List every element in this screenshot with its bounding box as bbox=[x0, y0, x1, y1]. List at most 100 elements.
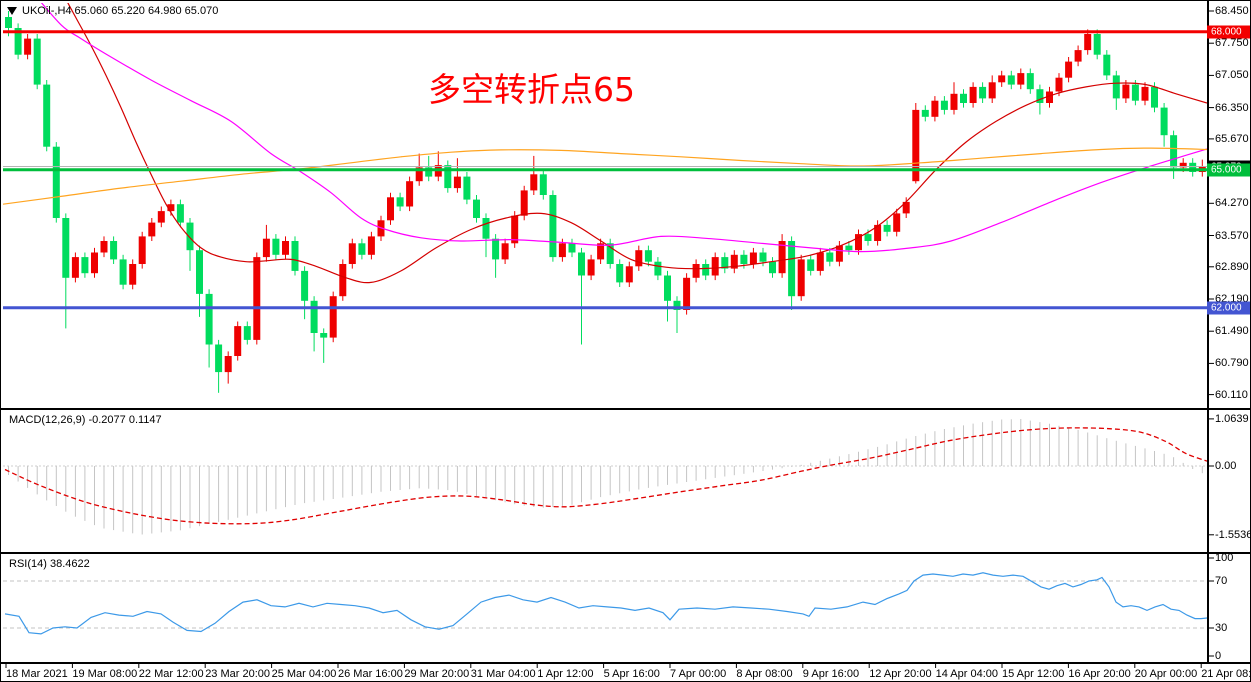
candle bbox=[855, 229, 862, 255]
candle bbox=[893, 208, 901, 237]
candle bbox=[501, 238, 509, 264]
candle bbox=[778, 234, 786, 278]
macd-indicator-label: MACD(12,26,9) -0.2077 0.1147 bbox=[9, 414, 162, 426]
candle bbox=[644, 245, 652, 267]
horizontal-lines-layer bbox=[3, 30, 1207, 310]
rsi-layer bbox=[3, 572, 1207, 635]
time-axis-label: 31 Mar 04:00 bbox=[470, 668, 536, 680]
candle bbox=[549, 190, 557, 262]
price-badge-65.000: 65.000 bbox=[1207, 163, 1250, 177]
candle bbox=[348, 238, 356, 269]
candle bbox=[597, 238, 605, 264]
price-axis-label: 67.050 bbox=[1215, 69, 1249, 82]
candle bbox=[253, 252, 261, 345]
macd-signal-line bbox=[4, 427, 1207, 525]
price-axis[interactable]: 68.450 67.750 67.050 66.350 65.670 64.270 63.5… bbox=[1207, 1, 1250, 664]
candle bbox=[282, 236, 289, 260]
rsi-axis-label: 0 bbox=[1215, 650, 1222, 662]
candle bbox=[788, 236, 796, 310]
candle bbox=[387, 192, 394, 225]
candle bbox=[568, 238, 576, 258]
candle bbox=[1074, 45, 1082, 67]
candle bbox=[769, 257, 776, 278]
price-badge-68.000: 68.000 bbox=[1207, 25, 1250, 39]
candle bbox=[539, 169, 547, 200]
annotation-text[interactable]: 多空转折点65 bbox=[428, 70, 635, 109]
price-axis-label: 60.790 bbox=[1215, 357, 1249, 370]
symbol-marker-icon bbox=[7, 7, 17, 15]
candle bbox=[291, 236, 299, 276]
candle bbox=[845, 241, 853, 255]
panel-divider-rsi[interactable] bbox=[1, 552, 1250, 554]
candle bbox=[835, 241, 843, 267]
time-axis-label: 5 Apr 16:00 bbox=[603, 668, 660, 680]
candle bbox=[301, 266, 309, 320]
candle bbox=[711, 252, 719, 281]
time-axis-label: 7 Apr 00:00 bbox=[670, 668, 727, 680]
time-axis-label: 1 Apr 12:00 bbox=[537, 668, 594, 680]
time-axis-label: 16 Apr 20:00 bbox=[1068, 668, 1131, 680]
candle bbox=[998, 70, 1006, 87]
rsi-line bbox=[4, 572, 1207, 635]
price-axis-label: 61.490 bbox=[1215, 325, 1249, 338]
candle bbox=[912, 103, 920, 184]
candle bbox=[1198, 159, 1206, 177]
candle bbox=[205, 289, 213, 368]
candle bbox=[654, 257, 662, 281]
rsi-indicator-label: RSI(14) 38.4622 bbox=[9, 558, 90, 570]
candle bbox=[119, 254, 127, 290]
candle bbox=[940, 96, 948, 115]
candle bbox=[1046, 86, 1053, 108]
time-axis-label: 14 Apr 04:00 bbox=[935, 668, 998, 680]
candle bbox=[1122, 80, 1130, 103]
candle bbox=[100, 236, 108, 258]
price-badge-62.000: 62.000 bbox=[1207, 301, 1250, 315]
candle bbox=[262, 224, 270, 262]
candle bbox=[1170, 130, 1178, 179]
candle bbox=[310, 296, 318, 352]
candle bbox=[606, 238, 614, 269]
candle bbox=[14, 23, 22, 60]
candle bbox=[186, 218, 194, 271]
candle bbox=[979, 82, 987, 103]
candle bbox=[969, 82, 977, 108]
title-text: UKOil-,H4 65.060 65.220 64.980 65.070 bbox=[22, 5, 219, 17]
candle bbox=[492, 234, 500, 278]
price-axis-label: 65.670 bbox=[1215, 132, 1249, 145]
time-axis-label: 20 Apr 00:00 bbox=[1134, 668, 1198, 680]
candle bbox=[702, 259, 710, 281]
candle bbox=[81, 252, 89, 278]
price-axis-label: 68.450 bbox=[1215, 5, 1249, 17]
candle bbox=[367, 231, 375, 260]
panel-divider-macd[interactable] bbox=[1, 408, 1250, 410]
price-axis-label: 66.350 bbox=[1215, 101, 1249, 114]
time-axis[interactable]: 18 Mar 2021 19 Mar 08:00 22 Mar 12:00 23 Ma… bbox=[1, 664, 1250, 681]
candle bbox=[587, 254, 595, 281]
candle bbox=[578, 247, 585, 345]
candle bbox=[625, 261, 633, 287]
candle bbox=[52, 142, 60, 223]
panel-divider-timeaxis bbox=[1, 662, 1250, 664]
candle bbox=[339, 259, 347, 301]
time-axis-label: 12 Apr 20:00 bbox=[869, 668, 932, 680]
candle bbox=[1189, 158, 1197, 177]
candle bbox=[635, 245, 643, 271]
candle bbox=[950, 82, 958, 115]
rsi-axis-label: 70 bbox=[1215, 575, 1228, 587]
candle bbox=[329, 291, 337, 343]
time-axis-label: 21 Apr 08:00 bbox=[1201, 668, 1250, 680]
time-axis-label: 29 Mar 20:00 bbox=[404, 668, 470, 680]
candle bbox=[176, 199, 184, 228]
rsi-axis-label: 30 bbox=[1215, 622, 1228, 634]
candle bbox=[673, 296, 681, 333]
candle bbox=[721, 252, 729, 274]
candle bbox=[24, 34, 32, 60]
candle bbox=[1007, 70, 1015, 90]
candle bbox=[1055, 73, 1063, 97]
candle bbox=[1131, 80, 1139, 106]
candle bbox=[33, 34, 41, 90]
time-axis-label: 23 Mar 20:00 bbox=[205, 668, 271, 680]
candle bbox=[243, 321, 251, 345]
time-axis-label: 9 Apr 16:00 bbox=[802, 668, 860, 680]
